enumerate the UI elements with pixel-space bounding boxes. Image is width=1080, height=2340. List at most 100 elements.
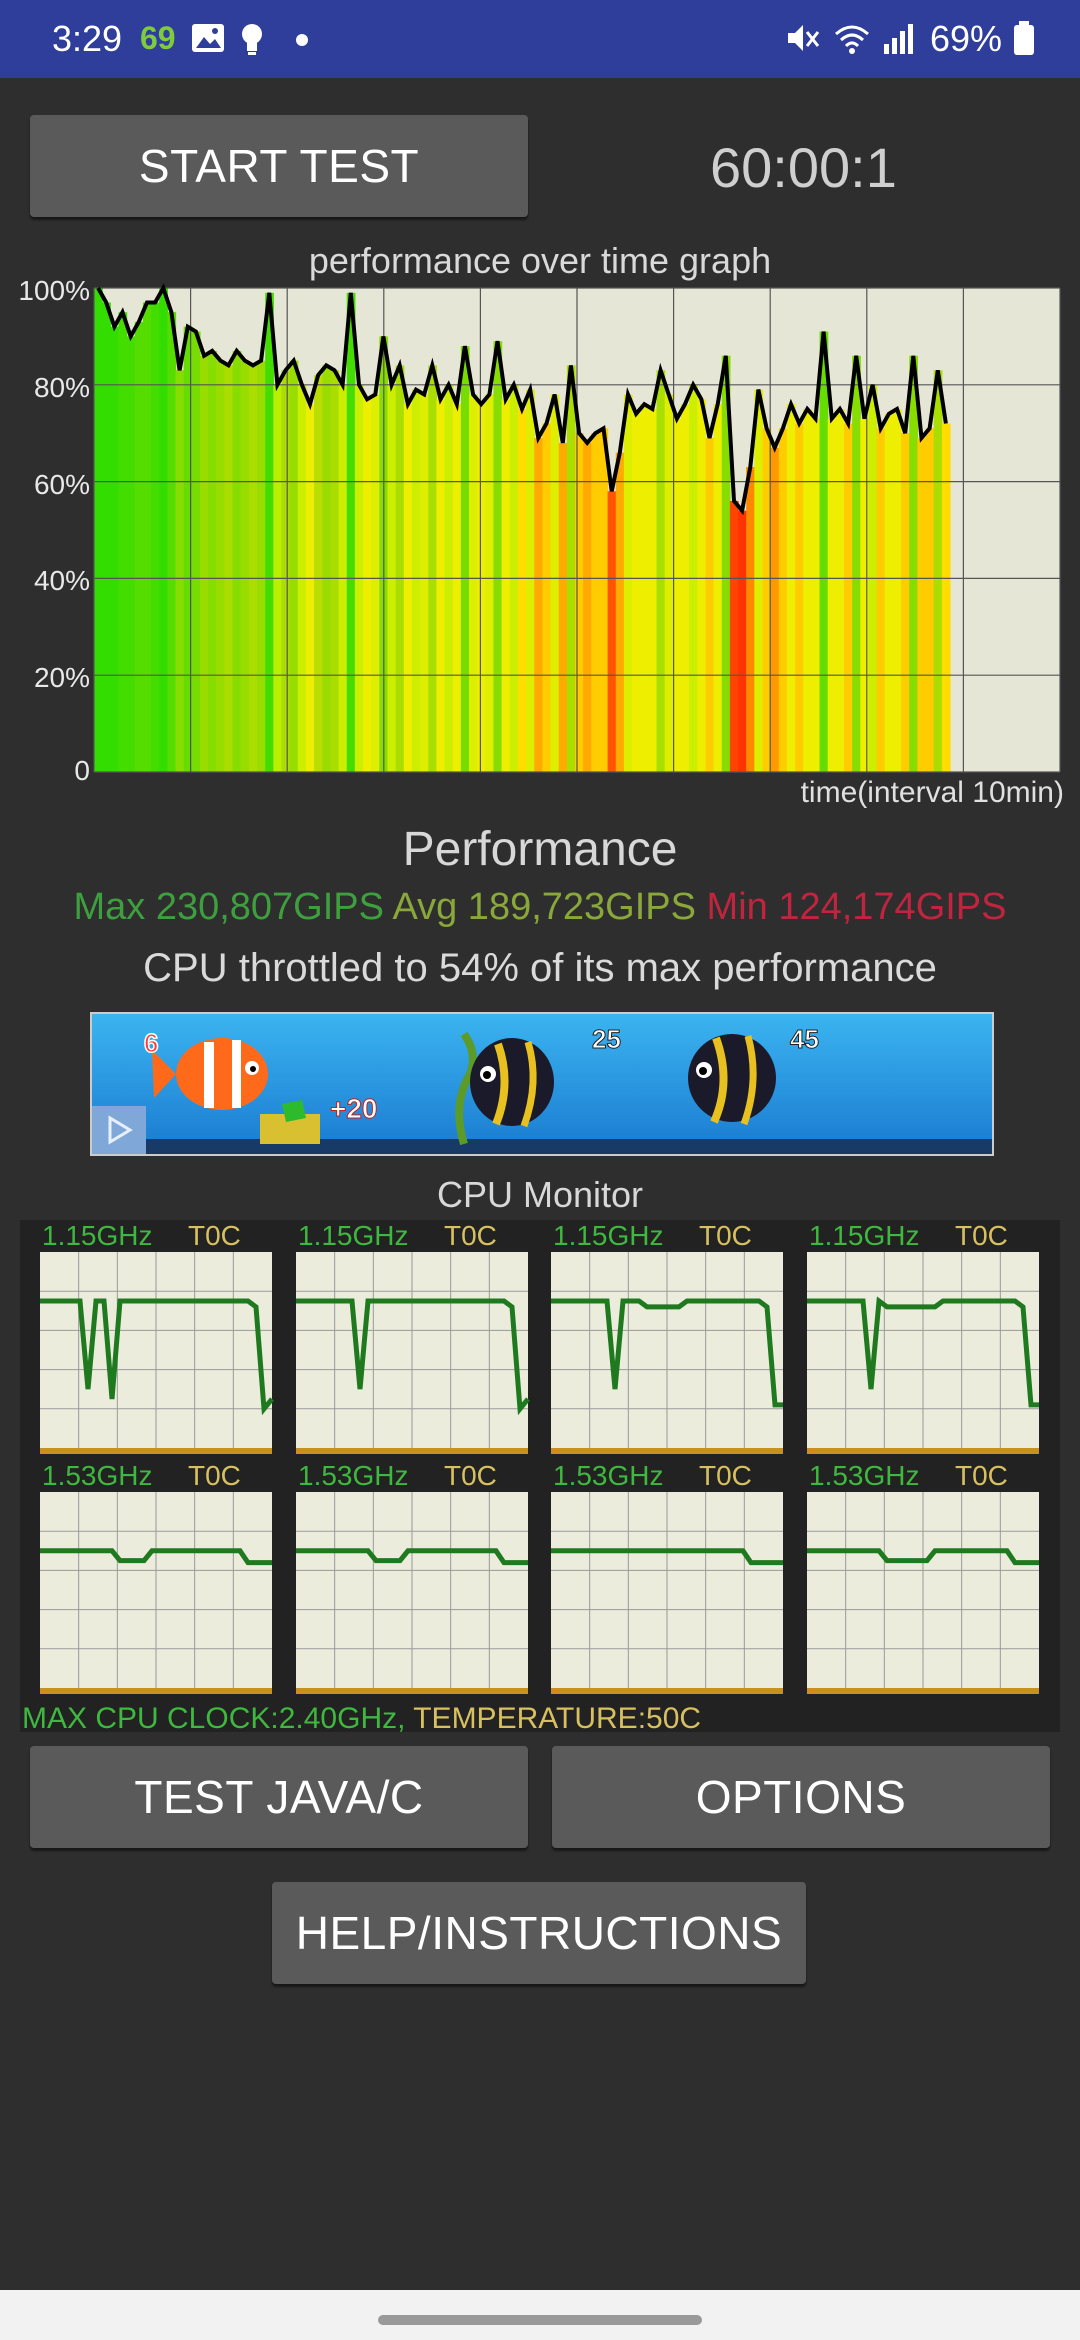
performance-bar	[199, 355, 209, 772]
cpu-core-7: 1.53GHz T0C	[805, 1460, 1041, 1700]
battery-icon	[1014, 21, 1034, 55]
seaweed-icon	[455, 1031, 477, 1146]
performance-bar	[493, 341, 503, 772]
status-bar: 3:29 69 69%	[0, 0, 1080, 78]
performance-bar	[778, 428, 788, 772]
performance-bar	[428, 365, 437, 772]
wifi-icon	[835, 25, 869, 54]
performance-bar	[346, 292, 356, 772]
throttle-summary: CPU throttled to 54% of its max performa…	[143, 946, 937, 990]
ad-banner[interactable]: 6 +20 25 45	[90, 1012, 994, 1156]
performance-bar	[803, 409, 813, 772]
cpu-monitor-title: CPU Monitor	[436, 1174, 644, 1215]
performance-bar	[754, 389, 764, 772]
performance-bar	[542, 423, 552, 772]
performance-graph: 100% 80% 60% 40% 20% 0	[18, 280, 1061, 786]
performance-bar	[265, 292, 274, 772]
cpu-core-4: 1.53GHz T0C	[38, 1460, 274, 1700]
core-temp: T0C	[444, 1220, 497, 1251]
performance-bar	[314, 375, 323, 772]
cpu-core-5: 1.53GHz T0C	[294, 1460, 530, 1700]
y-tick-40: 40%	[34, 565, 90, 596]
core-temp-bar	[551, 1688, 783, 1694]
test-timer: 60:00:1	[710, 136, 897, 199]
gallery-icon	[192, 24, 224, 52]
performance-bar	[640, 404, 649, 772]
core-frequency-line	[807, 1548, 1039, 1566]
min-gips: Min 124,174GIPS	[706, 886, 1007, 928]
performance-bar	[795, 423, 804, 772]
ad-count-c: 25	[592, 1024, 621, 1054]
bulb-icon	[242, 24, 262, 55]
test-java-c-button[interactable]: TEST JAVA/C	[30, 1746, 528, 1848]
performance-bar	[835, 409, 845, 772]
performance-bar	[134, 321, 144, 772]
core-temp: T0C	[955, 1220, 1008, 1251]
performance-bar	[126, 336, 136, 772]
treasure-chest-icon	[260, 1100, 320, 1144]
cpu-monitor-panel: 1.15GHz T0C 1.15GHz T0C 1.15GHz T0C 1.15…	[20, 1220, 1060, 1732]
core-graph	[296, 1252, 530, 1454]
cpu-core-2: 1.15GHz T0C	[549, 1220, 785, 1460]
performance-bar	[583, 442, 592, 772]
signal-icon	[884, 24, 913, 54]
core-temp-bar	[40, 1688, 272, 1694]
performance-bar	[713, 404, 723, 772]
performance-bar	[469, 394, 478, 772]
performance-bar	[558, 442, 568, 772]
core-clock: 1.15GHz	[298, 1220, 409, 1251]
performance-bar	[224, 365, 234, 772]
performance-bar	[941, 423, 951, 772]
performance-bar	[746, 467, 755, 772]
core-temp-bar	[807, 1688, 1039, 1694]
help-instructions-button[interactable]: HELP/INSTRUCTIONS	[272, 1882, 806, 1984]
performance-bar	[257, 360, 266, 772]
core-clock: 1.53GHz	[809, 1460, 920, 1491]
performance-bar	[827, 418, 837, 772]
performance-bar	[420, 394, 429, 772]
performance-bar	[159, 288, 168, 772]
max-gips: Max 230,807GIPS	[73, 886, 384, 928]
performance-bar	[183, 326, 193, 772]
avg-gips: Avg 189,723GIPS	[392, 886, 696, 928]
performance-bar	[289, 360, 299, 772]
core-temp: T0C	[699, 1460, 752, 1491]
core-temp-bar	[551, 1448, 783, 1454]
performance-bar	[216, 360, 226, 772]
home-gesture-bar[interactable]	[378, 2315, 702, 2325]
start-test-button[interactable]: START TEST	[30, 115, 528, 217]
angelfish-icon	[470, 1038, 554, 1128]
options-button[interactable]: OPTIONS	[552, 1746, 1050, 1848]
performance-bar	[705, 438, 715, 772]
core-temp: T0C	[188, 1460, 241, 1491]
performance-bar	[860, 418, 870, 772]
performance-bar	[142, 302, 152, 772]
performance-bar	[94, 288, 103, 772]
performance-bar	[876, 428, 886, 772]
core-temp-bar	[40, 1448, 272, 1454]
core-temp: T0C	[188, 1220, 241, 1251]
ad-choices-icon	[92, 1106, 146, 1154]
core-clock: 1.53GHz	[298, 1460, 409, 1491]
y-tick-100: 100%	[18, 280, 90, 306]
core-temp: T0C	[699, 1220, 752, 1251]
performance-bar	[852, 355, 861, 772]
core-graph	[807, 1492, 1039, 1694]
performance-bar	[917, 438, 927, 772]
max-cpu-clock: MAX CPU CLOCK:2.40GHz,	[22, 1702, 406, 1735]
core-frequency-line	[40, 1298, 274, 1416]
core-graph	[296, 1492, 528, 1694]
angelfish-icon-2	[688, 1034, 776, 1126]
core-temp-bar	[807, 1448, 1039, 1454]
core-graph	[551, 1492, 783, 1694]
cpu-core-1: 1.15GHz T0C	[294, 1220, 530, 1460]
performance-bar	[118, 312, 128, 772]
dot-icon	[296, 34, 308, 46]
ad-count-d: 45	[790, 1024, 819, 1054]
performance-bar	[452, 404, 462, 772]
performance-bar	[175, 370, 185, 772]
performance-bar	[411, 389, 421, 772]
performance-bar	[925, 428, 935, 772]
performance-bar	[322, 365, 332, 772]
core-frequency-line	[40, 1548, 272, 1566]
